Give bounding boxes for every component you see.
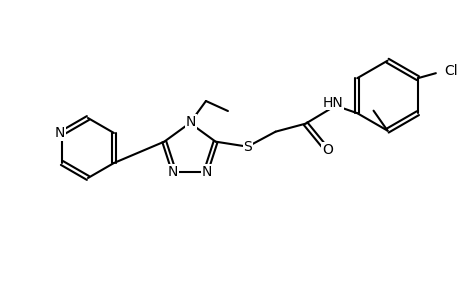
- Text: N: N: [55, 126, 65, 140]
- Text: N: N: [201, 165, 212, 179]
- Text: O: O: [321, 143, 332, 157]
- Text: S: S: [243, 140, 252, 154]
- Text: Cl: Cl: [443, 64, 457, 78]
- Text: N: N: [168, 165, 178, 179]
- Text: HN: HN: [321, 96, 342, 110]
- Text: N: N: [185, 115, 196, 129]
